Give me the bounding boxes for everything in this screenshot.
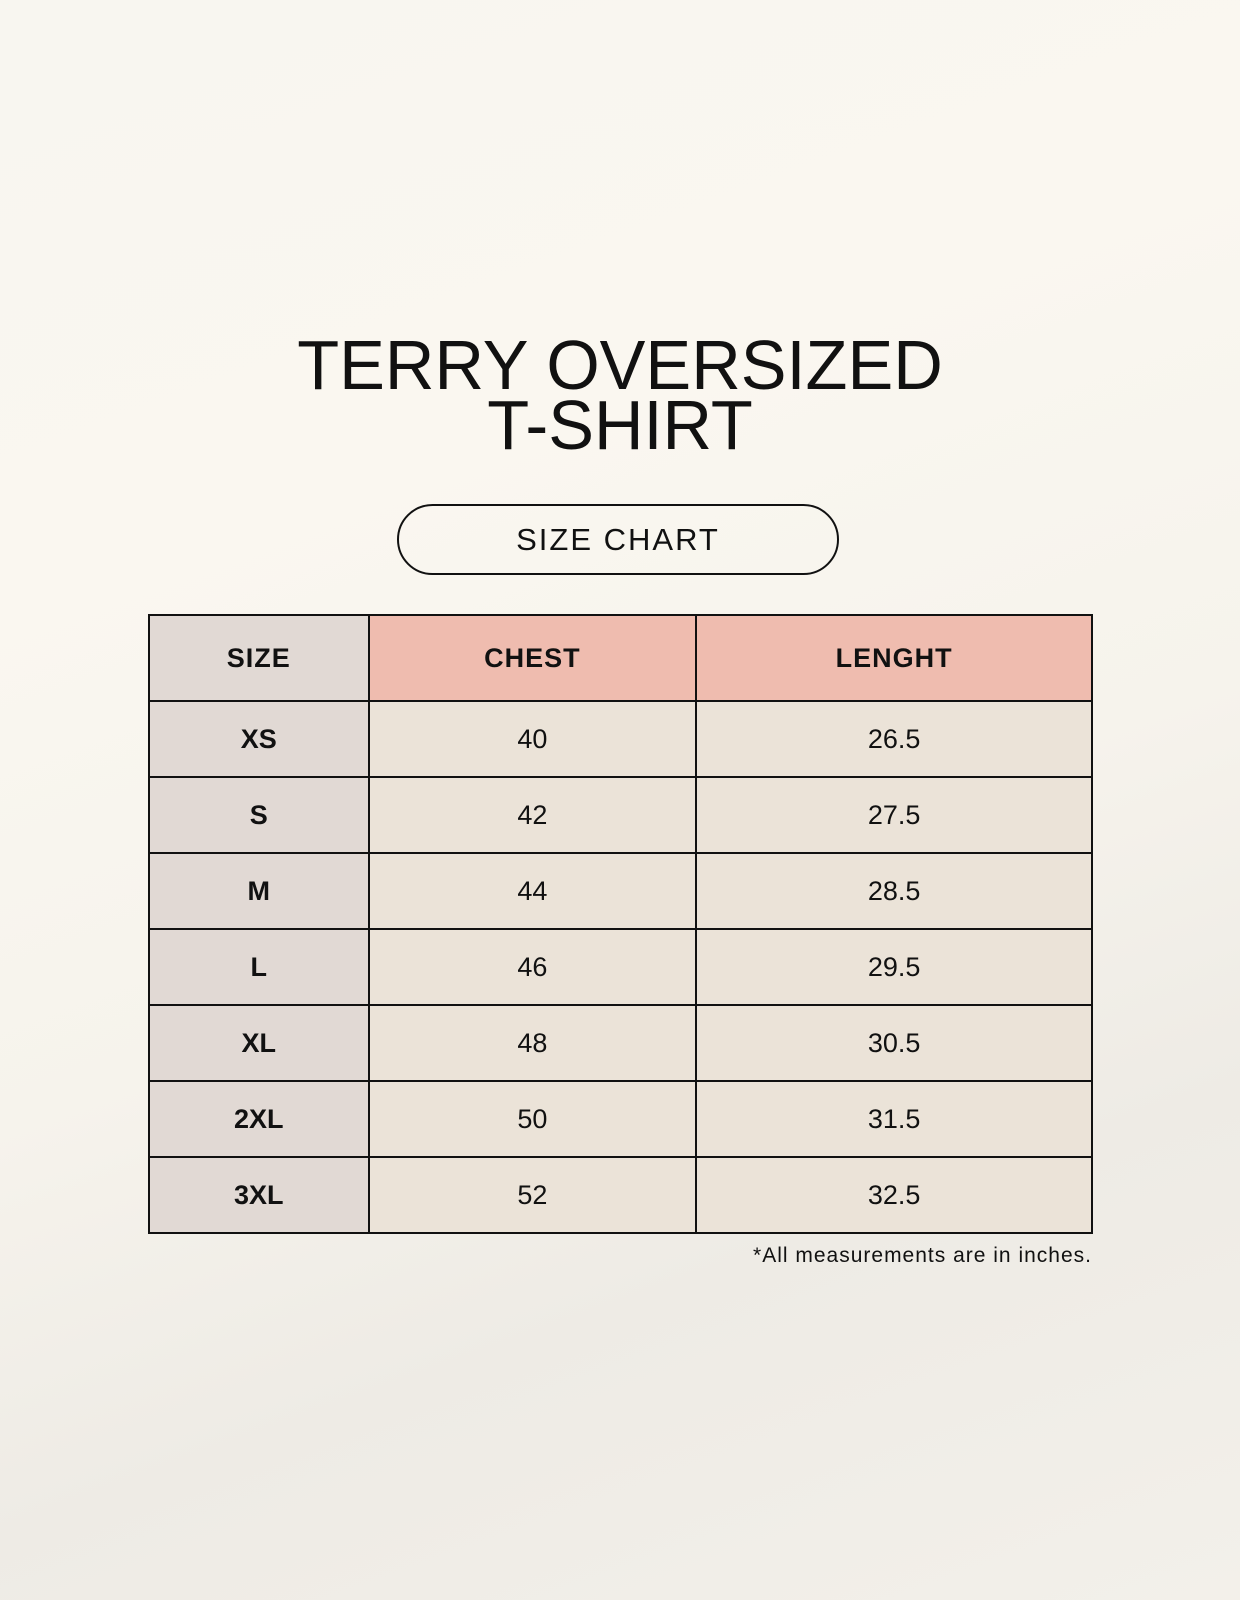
header-size: SIZE	[148, 614, 370, 702]
length-cell: 26.5	[695, 700, 1093, 778]
size-cell: 3XL	[148, 1156, 370, 1234]
title-line-1: TERRY OVERSIZED	[297, 326, 943, 404]
length-cell: 27.5	[695, 776, 1093, 854]
table-row: 3XL 52 32.5	[148, 1156, 1093, 1234]
table-row: M 44 28.5	[148, 852, 1093, 930]
size-cell: S	[148, 776, 370, 854]
length-cell: 31.5	[695, 1080, 1093, 1158]
chest-cell: 50	[367, 1080, 698, 1158]
header-length: LENGHT	[695, 614, 1093, 702]
length-cell: 32.5	[695, 1156, 1093, 1234]
table-row: XL 48 30.5	[148, 1004, 1093, 1082]
measurement-note: *All measurements are in inches.	[753, 1244, 1092, 1267]
chest-cell: 44	[367, 852, 698, 930]
title-line-2: T-SHIRT	[487, 386, 753, 464]
length-cell: 29.5	[695, 928, 1093, 1006]
size-table: SIZE CHEST LENGHT XS 40 26.5 S 42 27.5 M 44 28.5…	[148, 614, 1093, 1234]
table-row: S 42 27.5	[148, 776, 1093, 854]
size-chart-badge: SIZE CHART	[397, 504, 839, 575]
size-cell: XL	[148, 1004, 370, 1082]
table-header-row: SIZE CHEST LENGHT	[148, 614, 1093, 702]
chest-cell: 52	[367, 1156, 698, 1234]
header-chest: CHEST	[367, 614, 698, 702]
length-cell: 28.5	[695, 852, 1093, 930]
page-title: TERRY OVERSIZED T-SHIRT	[12, 326, 1227, 464]
chest-cell: 42	[367, 776, 698, 854]
chest-cell: 48	[367, 1004, 698, 1082]
chest-cell: 40	[367, 700, 698, 778]
size-cell: XS	[148, 700, 370, 778]
length-cell: 30.5	[695, 1004, 1093, 1082]
size-cell: L	[148, 928, 370, 1006]
table-row: L 46 29.5	[148, 928, 1093, 1006]
size-cell: 2XL	[148, 1080, 370, 1158]
table-row: 2XL 50 31.5	[148, 1080, 1093, 1158]
chest-cell: 46	[367, 928, 698, 1006]
table-row: XS 40 26.5	[148, 700, 1093, 778]
size-cell: M	[148, 852, 370, 930]
